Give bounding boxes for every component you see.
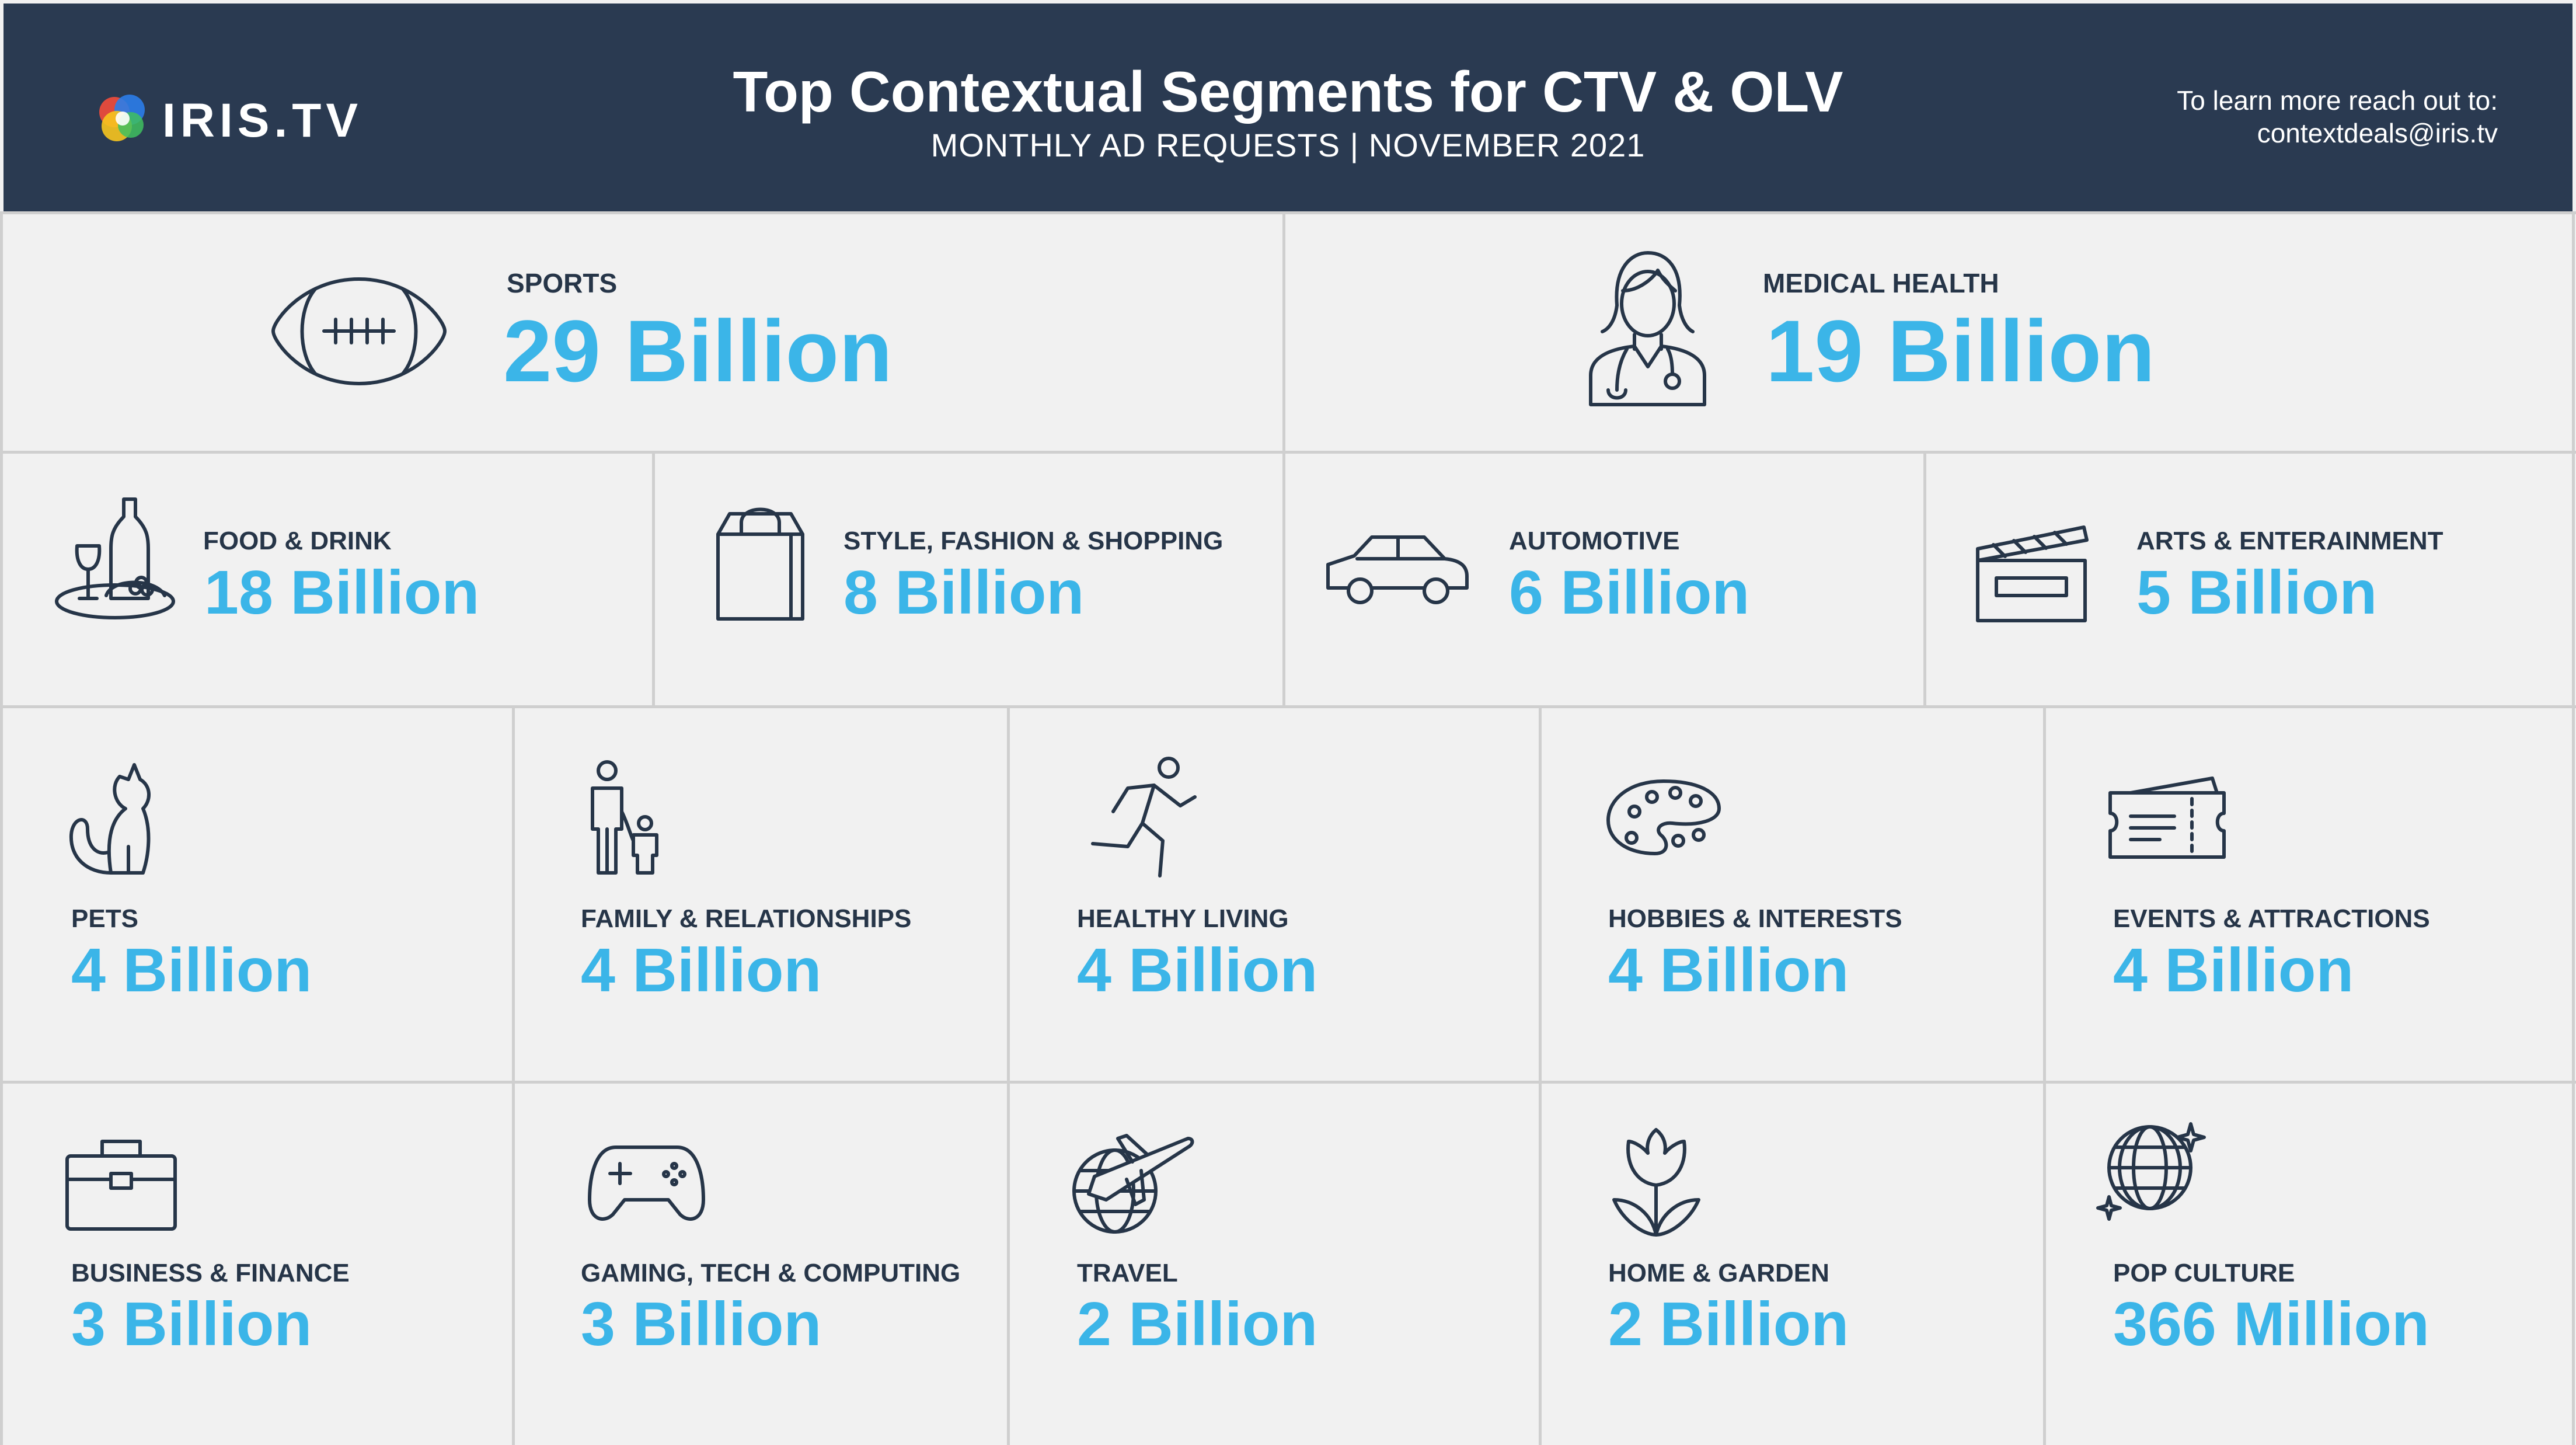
divider	[2572, 211, 2575, 1445]
divider	[1923, 451, 1926, 705]
iris-tv-logo: IRIS.TV	[92, 86, 372, 151]
briefcase-icon	[65, 1140, 177, 1231]
gamepad-icon	[588, 1145, 705, 1221]
shopping-bag-icon	[716, 507, 804, 621]
segment-label: HOME & GARDEN	[1608, 1259, 1829, 1287]
segment-value: 2 Billion	[1608, 1290, 1849, 1359]
contact-email-link[interactable]: contextdeals@iris.tv	[2257, 118, 2498, 148]
page-subtitle: MONTHLY AD REQUESTS | NOVEMBER 2021	[930, 127, 1646, 163]
segment-value: 366 Million	[2113, 1290, 2429, 1359]
disco-ball-icon	[2096, 1122, 2206, 1221]
doctor-icon	[1589, 251, 1706, 406]
segment-value: 8 Billion	[843, 558, 1085, 627]
segment-value: 3 Billion	[71, 1290, 312, 1359]
tulip-icon	[1612, 1128, 1700, 1237]
wine-bottle-icon	[55, 497, 175, 619]
segment-label: FOOD & DRINK	[203, 527, 392, 555]
segment-label: HEALTHY LIVING	[1077, 904, 1289, 933]
segment-value: 5 Billion	[2136, 558, 2378, 627]
segment-label: AUTOMOTIVE	[1509, 527, 1680, 555]
divider	[1539, 705, 1542, 1445]
segment-value: 4 Billion	[2113, 936, 2354, 1005]
divider	[0, 211, 3, 1445]
segment-label: STYLE, FASHION & SHOPPING	[843, 527, 1223, 555]
car-icon	[1326, 535, 1469, 604]
segment-value: 4 Billion	[1608, 936, 1849, 1005]
divider	[0, 211, 2576, 214]
divider	[512, 705, 515, 1445]
segment-label: FAMILY & RELATIONSHIPS	[581, 904, 912, 933]
contact-line: To learn more reach out to:	[2177, 85, 2498, 116]
segment-label: TRAVEL	[1077, 1259, 1178, 1287]
segment-value: 2 Billion	[1077, 1290, 1318, 1359]
segment-value: 4 Billion	[581, 936, 822, 1005]
segment-label: MEDICAL HEALTH	[1763, 268, 1999, 298]
divider	[652, 451, 655, 705]
cat-icon	[69, 763, 151, 875]
segment-label: BUSINESS & FINANCE	[71, 1259, 350, 1287]
segment-value: 6 Billion	[1509, 558, 1750, 627]
segment-value: 18 Billion	[204, 558, 480, 627]
logo-text: IRIS.TV	[162, 94, 363, 147]
contact-info: To learn more reach out to: contextdeals…	[2177, 84, 2498, 149]
logo-circles-icon	[99, 95, 145, 141]
globe-plane-icon	[1072, 1134, 1194, 1234]
segment-label: POP CULTURE	[2113, 1259, 2295, 1287]
segment-label: SPORTS	[507, 268, 618, 298]
segment-label: EVENTS & ATTRACTIONS	[2113, 904, 2430, 933]
segment-value: 4 Billion	[71, 936, 312, 1005]
palette-icon	[1606, 779, 1721, 855]
family-icon	[591, 760, 658, 875]
segment-value: 19 Billion	[1766, 302, 2155, 400]
segment-value: 3 Billion	[581, 1290, 822, 1359]
segment-label: HOBBIES & INTERESTS	[1608, 904, 1902, 933]
page-title: Top Contextual Segments for CTV & OLV	[733, 60, 1843, 124]
segment-label: ARTS & ENTERAINMENT	[2136, 527, 2443, 555]
clapperboard-icon	[1976, 525, 2089, 622]
segment-value: 4 Billion	[1077, 936, 1318, 1005]
segment-label: GAMING, TECH & COMPUTING	[581, 1259, 961, 1287]
header-banner: IRIS.TV Top Contextual Segments for CTV …	[4, 4, 2572, 211]
football-icon	[271, 277, 447, 385]
divider	[1282, 211, 1285, 705]
divider	[0, 1081, 2576, 1084]
divider	[0, 705, 2576, 708]
runner-icon	[1091, 757, 1197, 878]
divider	[0, 451, 2576, 454]
divider	[1007, 705, 1010, 1445]
ticket-icon	[2108, 777, 2226, 859]
divider	[2043, 705, 2046, 1445]
segment-label: PETS	[71, 904, 138, 933]
segment-value: 29 Billion	[503, 302, 893, 400]
